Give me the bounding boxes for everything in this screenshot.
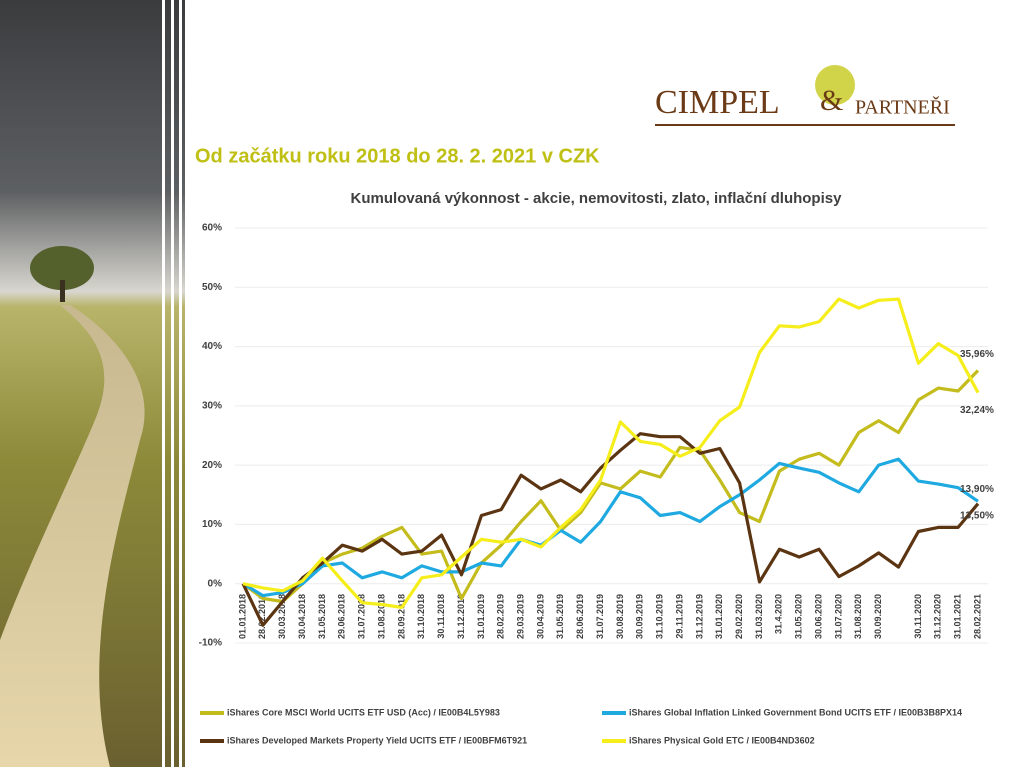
- logo-name: CIMPEL: [655, 84, 780, 121]
- x-tick-label: 30.09.2020: [873, 594, 883, 639]
- chart-title: Kumulovaná výkonnost - akcie, nemovitost…: [351, 190, 843, 207]
- x-tick-label: 29.06.2018: [337, 594, 347, 639]
- data-label: 32,24%: [960, 405, 994, 416]
- y-tick-label: -10%: [199, 638, 222, 649]
- series-line: [242, 297, 980, 609]
- x-tick-label: 30.11.2018: [436, 594, 446, 639]
- x-tick-label: 30.11.2020: [913, 594, 923, 639]
- y-tick-label: 0%: [208, 578, 223, 589]
- x-tick-label: 31.12.2019: [694, 594, 704, 639]
- x-tick-label: 31.12.2018: [456, 594, 466, 639]
- x-tick-label: 31.05.2019: [555, 594, 565, 639]
- x-tick-label: 28.02.2018: [257, 594, 267, 639]
- x-tick-label: 28.09.2018: [396, 594, 406, 639]
- y-tick-label: 50%: [202, 282, 222, 293]
- x-tick-label: 28.06.2019: [575, 594, 585, 639]
- x-tick-label: 01.01.2018: [237, 594, 247, 639]
- series-line: [242, 369, 980, 604]
- x-tick-label: 31.10.2018: [416, 594, 426, 639]
- logo-amp: &: [820, 84, 843, 117]
- x-tick-label: 31.12.2020: [933, 594, 943, 639]
- series-line: [241, 432, 980, 627]
- legend-label: iShares Global Inflation Linked Governme…: [629, 707, 962, 717]
- x-tick-label: 31.08.2018: [376, 594, 386, 639]
- x-tick-label: 31.05.2020: [794, 594, 804, 639]
- x-tick-label: 31.01.2021: [953, 594, 963, 639]
- x-tick-label: 31.10.2019: [655, 594, 665, 639]
- y-tick-label: 20%: [202, 460, 222, 471]
- x-tick-label: 28.02.2021: [972, 594, 982, 639]
- x-tick-label: 30.09.2019: [635, 594, 645, 639]
- x-tick-label: 30.06.2020: [813, 594, 823, 639]
- plot-area: -10% 0% 10% 20% 30% 40% 50% 60% 01.01.2018 28.02.…: [199, 223, 994, 746]
- x-tick-label: 30.03.2018: [277, 594, 287, 639]
- data-label: 35,96%: [960, 349, 994, 360]
- x-tick-label: 31.07.2019: [595, 594, 605, 639]
- x-tick-label: 31.05.2018: [317, 594, 327, 639]
- logo: CIMPEL & PARTNEŘI: [655, 65, 955, 126]
- x-tick-label: 30.08.2019: [615, 594, 625, 639]
- heading: Od začátku roku 2018 do 28. 2. 2021 v CZ…: [195, 145, 600, 167]
- legend-label: iShares Core MSCI World UCITS ETF USD (A…: [227, 707, 500, 717]
- x-tick-label: 31.07.2018: [357, 594, 367, 639]
- x-tick-label: 31.01.2020: [714, 594, 724, 639]
- y-tick-label: 30%: [202, 400, 222, 411]
- data-label: 13,90%: [960, 484, 994, 495]
- logo-partners: PARTNEŘI: [855, 96, 950, 119]
- y-tick-label: 40%: [202, 341, 222, 352]
- x-tick-label: 29.03.2019: [515, 594, 525, 639]
- x-tick-label: 29.02.2020: [734, 594, 744, 639]
- x-tick-label: 31.07.2020: [833, 594, 843, 639]
- x-tick-label: 31.08.2020: [853, 594, 863, 639]
- y-tick-label: 60%: [202, 223, 222, 234]
- legend-label: iShares Physical Gold ETC / IE00B4ND3602: [629, 735, 815, 745]
- x-tick-label: 31.4.2020: [774, 594, 784, 634]
- x-tick-label: 31.03.2020: [754, 594, 764, 639]
- x-tick-label: 30.04.2018: [297, 594, 307, 639]
- legend-label: iShares Developed Markets Property Yield…: [227, 735, 527, 745]
- x-tick-label: 31.01.2019: [476, 594, 486, 639]
- data-label: 13,50%: [960, 510, 994, 521]
- x-tick-label: 30.04.2019: [535, 594, 545, 639]
- x-tick-label: 29.11.2019: [674, 594, 684, 639]
- x-tick-label: 28.02.2019: [496, 594, 506, 639]
- y-tick-label: 10%: [202, 519, 222, 530]
- series-line: [242, 457, 979, 598]
